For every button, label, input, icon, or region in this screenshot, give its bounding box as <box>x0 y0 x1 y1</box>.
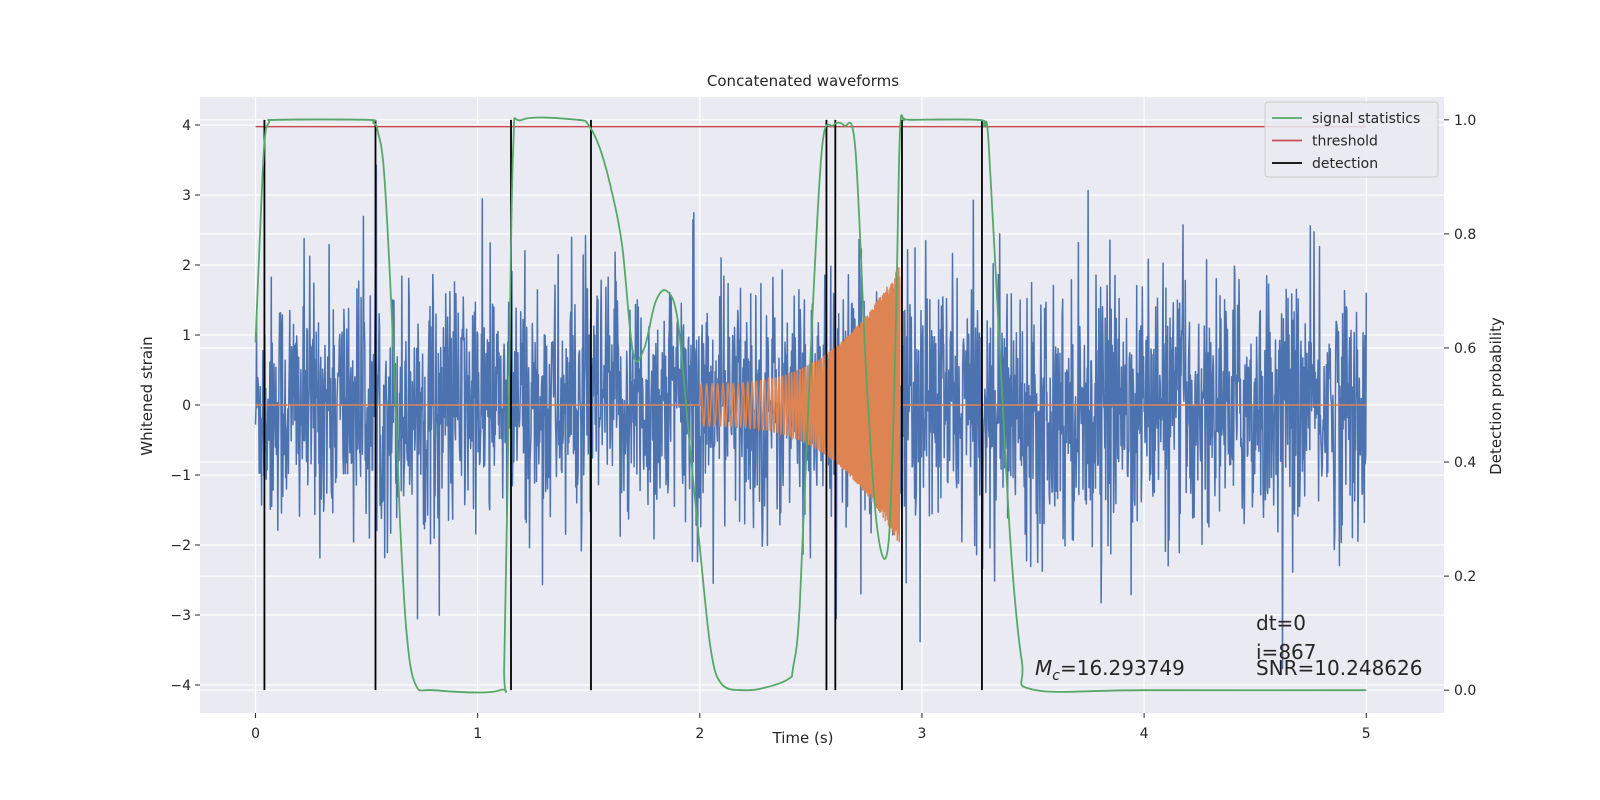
annotation-i: i=867 <box>1256 640 1317 664</box>
x-tick-label-5: 5 <box>1362 726 1371 742</box>
x-tick-label-2: 2 <box>695 726 704 742</box>
y-tick-label-8: 4 <box>182 118 191 134</box>
y2-tick-label-4: 0.8 <box>1454 227 1476 243</box>
x-axis-ticks: 0 1 2 3 4 5 <box>251 713 1371 742</box>
annotation-mc: Mc=16.293749 <box>1035 656 1185 684</box>
y-tick-label-2: −2 <box>170 538 191 554</box>
plot-content <box>254 114 1368 694</box>
y2-tick-label-2: 0.4 <box>1454 455 1476 471</box>
mc-value: =16.293749 <box>1060 656 1185 680</box>
y2-tick-label-1: 0.2 <box>1454 569 1476 585</box>
y-tick-label-3: −1 <box>170 468 191 484</box>
detection-lines <box>263 119 983 691</box>
x-tick-label-4: 4 <box>1140 726 1149 742</box>
legend-label-1: threshold <box>1312 134 1378 150</box>
annotation-mc-text: Mc=16.293749 <box>1035 656 1185 684</box>
x-axis-label: Time (s) <box>772 729 834 747</box>
x-tick-label-0: 0 <box>251 726 260 742</box>
y-tick-label-0: −4 <box>170 678 191 694</box>
annotation-dt: dt=0 <box>1256 611 1306 635</box>
mc-symbol: M <box>1035 656 1052 680</box>
y-tick-label-6: 2 <box>182 258 191 274</box>
template-series-line <box>255 267 1367 543</box>
y-tick-label-5: 1 <box>182 328 191 344</box>
y-axis-label: Whitened strain <box>138 336 156 455</box>
y-axis-ticks: −4 −3 −2 −1 0 1 2 3 4 <box>170 118 200 694</box>
x-tick-label-3: 3 <box>918 726 927 742</box>
y-tick-label-7: 3 <box>182 188 191 204</box>
mc-subscript: c <box>1052 668 1060 684</box>
y-tick-label-4: 0 <box>182 398 191 414</box>
legend-label-0: signal statistics <box>1312 111 1420 127</box>
x-tick-label-1: 1 <box>473 726 482 742</box>
y2-axis-ticks: 0.0 0.2 0.4 0.6 0.8 1.0 <box>1444 113 1476 699</box>
y2-axis-label: Detection probability <box>1487 317 1505 475</box>
annotation-snr: SNR=10.248626 <box>1256 656 1422 680</box>
chart-title: Concatenated waveforms <box>707 72 899 90</box>
y2-tick-label-3: 0.6 <box>1454 341 1476 357</box>
legend: signal statistics threshold detection <box>1264 101 1439 178</box>
legend-box <box>1264 101 1439 178</box>
y2-tick-label-0: 0.0 <box>1454 683 1476 699</box>
legend-label-2: detection <box>1312 156 1378 172</box>
signal-statistics-line <box>254 114 1367 694</box>
y-tick-label-1: −3 <box>170 608 191 624</box>
y2-tick-label-5: 1.0 <box>1454 113 1476 129</box>
